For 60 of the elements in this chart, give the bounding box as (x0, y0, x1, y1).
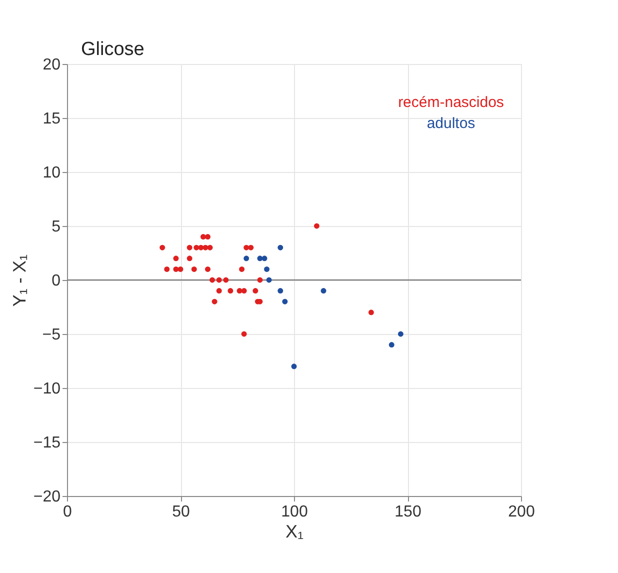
point (239, 266, 245, 272)
point (314, 223, 320, 229)
point (186, 244, 192, 250)
point (160, 244, 166, 250)
point (264, 266, 270, 272)
y-tick-label: 5 (52, 218, 61, 236)
y-tick-label: 0 (52, 272, 61, 290)
point (178, 266, 184, 272)
point (241, 288, 247, 294)
point (205, 266, 210, 272)
point (388, 342, 394, 348)
point (173, 256, 179, 262)
point (228, 288, 234, 294)
point (186, 256, 192, 262)
y-tick-label: −15 (33, 434, 61, 452)
point (191, 266, 197, 272)
point (207, 244, 213, 250)
point (216, 277, 222, 283)
y-axis-title: Y₁ - X₁ (9, 254, 30, 307)
point (212, 298, 218, 304)
point (320, 288, 326, 294)
point (205, 234, 210, 240)
y-tick-label: −10 (33, 380, 61, 398)
x-tick-label: 0 (63, 504, 72, 520)
point (257, 277, 263, 283)
x-tick-label: 200 (508, 504, 535, 520)
point (252, 288, 258, 294)
x-tick-label: 150 (394, 504, 422, 520)
point (257, 256, 263, 262)
point (216, 288, 222, 294)
point (291, 364, 297, 370)
point (236, 288, 242, 294)
text: adultos (426, 115, 476, 132)
point (278, 288, 284, 294)
point (282, 298, 288, 304)
point (262, 256, 268, 262)
y-tick-label: −20 (33, 488, 61, 506)
point (198, 244, 204, 250)
x-axis-title: X₁ (285, 522, 304, 542)
point (173, 266, 179, 272)
text: recém-nascidos (398, 94, 504, 111)
y-tick-label: 10 (42, 164, 61, 182)
point (164, 266, 170, 272)
x-tick-label: 100 (281, 504, 308, 520)
point (241, 331, 247, 337)
point (223, 277, 229, 283)
point (368, 310, 374, 316)
y-tick-label: 20 (42, 56, 61, 74)
point (278, 244, 284, 250)
x-tick-label: 50 (172, 504, 190, 520)
point (248, 244, 254, 250)
point (266, 277, 272, 283)
point (200, 234, 206, 240)
point (210, 277, 216, 283)
y-tick-label: 15 (42, 110, 61, 128)
point (398, 331, 404, 337)
point (244, 256, 250, 262)
y-tick-label: −5 (42, 326, 61, 344)
point (244, 244, 250, 250)
chart-title: Glicose (81, 39, 144, 60)
